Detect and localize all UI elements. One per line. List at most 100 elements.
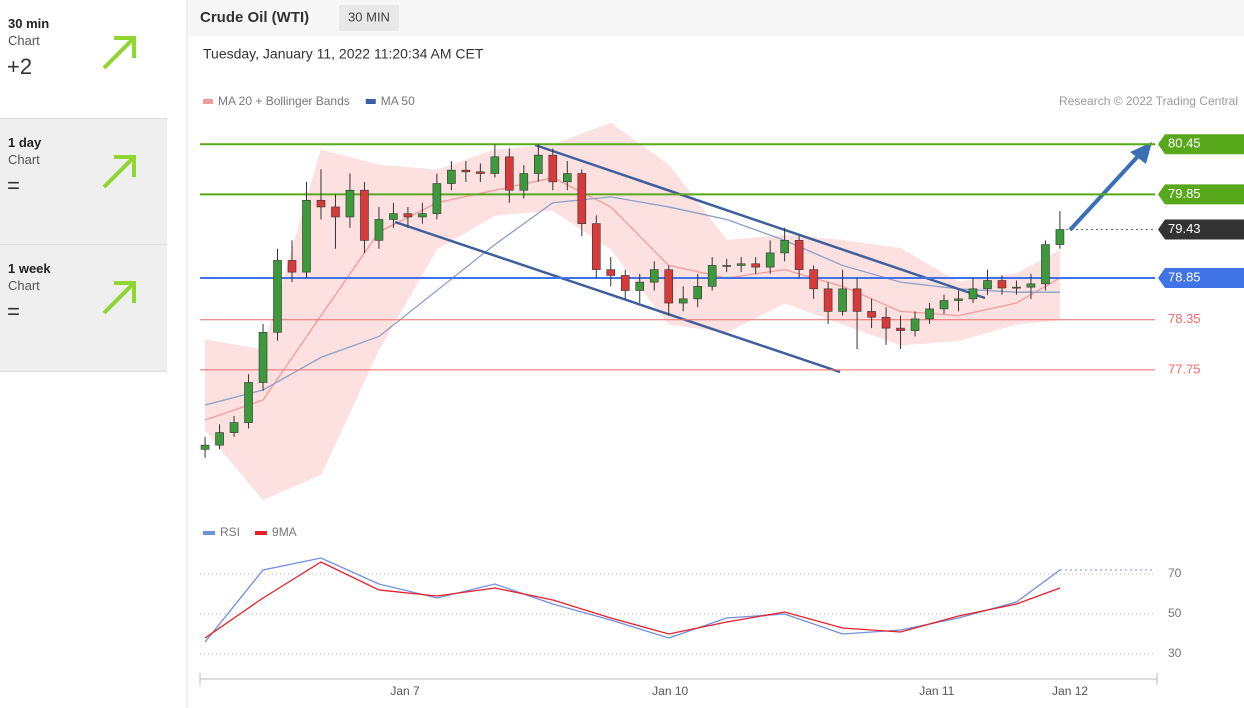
candle-body [765,252,775,268]
candle-body [896,327,905,331]
timeframe-badge [339,5,399,31]
candle-body [273,260,282,333]
candle-body [591,223,601,270]
legend-label: MA 50 [381,94,415,108]
candle-body [606,269,616,276]
chart-title: Crude Oil (WTI) [200,9,309,26]
candle-body [678,298,688,304]
bollinger-band [205,123,1060,500]
signal-card[interactable]: 1 day Chart = [0,119,167,245]
candle-body [838,288,847,312]
signal-label: Chart [8,278,40,293]
x-tick-label: Jan 11 [919,684,954,698]
signal-card[interactable]: 1 week Chart = [0,245,167,372]
candle-body [852,288,862,312]
candle-body [1055,229,1065,245]
candle-body [447,169,456,184]
x-tick-label: Jan 12 [1052,684,1088,698]
legend-label: 9MA [272,525,297,539]
legend-swatch [365,99,376,104]
signal-period: 30 min [8,16,50,31]
candle-body [881,316,891,329]
candle-body [360,189,369,241]
candle-body [939,300,949,310]
timestamp: Tuesday, January 11, 2022 11:20:34 AM CE… [203,46,484,62]
forecast-arrow [1068,152,1142,232]
candle-body [229,422,239,433]
candle-body [374,219,384,241]
candle-body [215,432,224,446]
signal-period: 1 day [8,135,42,150]
legend-label: MA 20 + Bollinger Bands [218,94,350,108]
candle-body [794,240,804,270]
rsi-line [204,557,1061,643]
candle-body [432,183,442,214]
level-tag [1158,134,1244,155]
candle-body [968,288,978,300]
candle-body [389,213,398,220]
candle-body [1041,244,1050,285]
candle-body [562,173,572,183]
rsi-tick-label: 30 [1168,646,1182,660]
timeframe: 30 MIN [348,9,390,24]
signal-value: +2 [7,54,33,79]
signal-value: = [7,299,20,324]
x-tick-label: Jan 10 [652,684,688,698]
rsi-tick-label: 50 [1168,606,1182,620]
level-label: 78.35 [1168,311,1201,326]
candle-body [983,280,992,290]
signal-value: = [7,173,20,198]
candle-body [258,332,268,383]
channel-line [394,220,841,374]
level-label: 78.85 [1168,269,1201,284]
signal-label: Chart [8,33,40,48]
candle-body [316,199,326,208]
legend-swatch [255,531,268,535]
level-tag [1158,184,1244,205]
candle-body [331,206,340,218]
candle-body [910,318,920,331]
candle-body [707,265,717,287]
signal-period: 1 week [8,261,51,276]
candle-body [620,275,630,291]
legend-swatch [203,531,215,535]
candle-body [287,260,297,273]
legend-label: RSI [220,525,240,539]
trend-icon [102,281,136,315]
candle-body [519,173,529,191]
rsi-line [204,561,1061,639]
candle-body [577,173,587,224]
candle-body [954,298,963,301]
channel-line [534,143,986,300]
level-tag [1158,219,1244,240]
moving-average [204,196,1060,406]
level-label: 77.75 [1168,361,1201,376]
legend-swatch [203,99,213,104]
candle-body [867,311,876,318]
source: Research © 2022 Trading Central [1059,94,1238,108]
candle-body [997,280,1007,289]
candle-body [302,199,311,273]
level-label: 79.85 [1168,186,1201,201]
candle-body [722,265,731,267]
candle-body [823,288,833,312]
candle-body [1026,283,1036,288]
signal-label: Chart [8,152,40,167]
signal-card[interactable]: 30 min Chart +2 [0,0,167,119]
candle-body [736,263,746,266]
arrow-head [1130,142,1152,164]
candle-body [534,154,543,174]
level-tag [1158,267,1244,288]
candle-body [403,213,413,218]
candle-body [693,286,702,300]
candle-body [505,156,514,191]
candle-body [476,171,485,174]
candle-body [649,269,659,283]
candle-body [244,382,253,423]
candle-body [635,281,645,291]
trend-icon [102,155,136,189]
x-tick-label: Jan 7 [390,684,420,698]
candle-body [780,240,789,254]
